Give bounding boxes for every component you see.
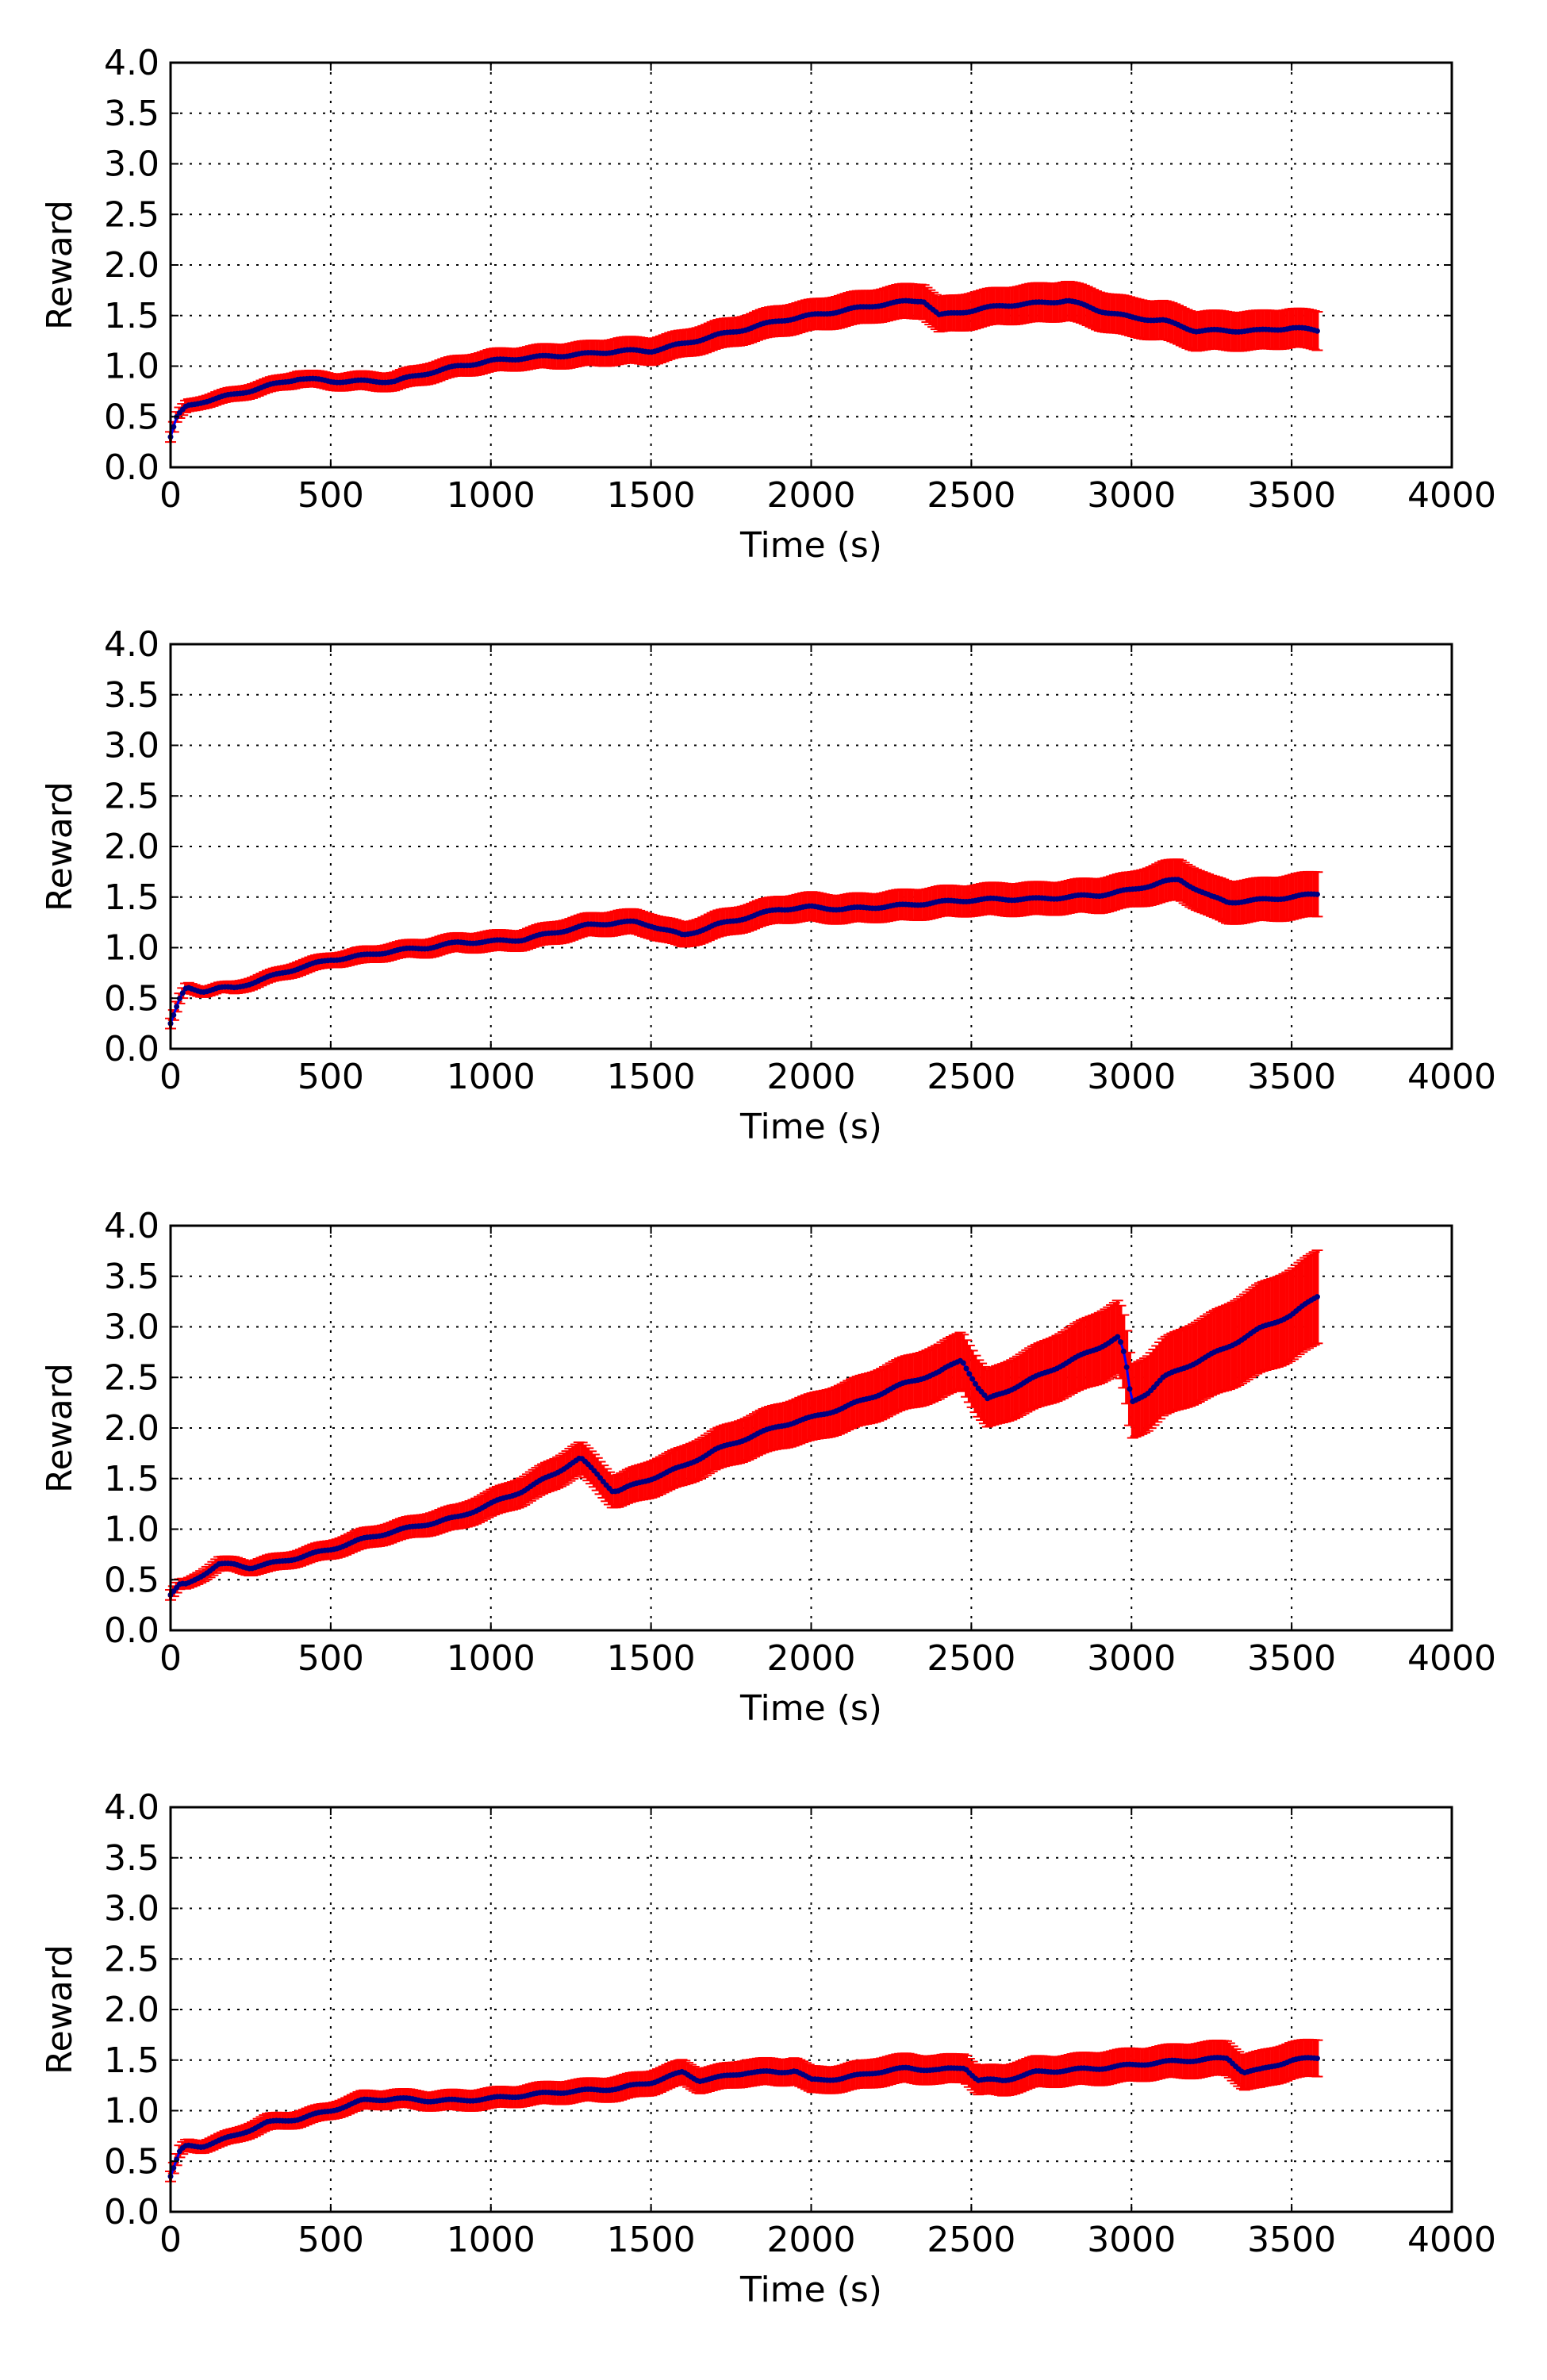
x-tick-label: 3000 xyxy=(1087,1638,1176,1679)
y-tick-label: 3.0 xyxy=(104,1307,159,1348)
data-point xyxy=(179,990,186,996)
chart-panel-1: 0 500 1000 1500 2000 2500 3000 3500 4000 0.0 0.5 1.… xyxy=(40,43,1496,566)
data-point xyxy=(171,1012,177,1018)
data-point xyxy=(1115,1334,1121,1340)
chart-panel-3: 0 500 1000 1500 2000 2500 3000 3500 4000 0.0 0.5 1.… xyxy=(40,1206,1496,1729)
data-point xyxy=(963,1365,969,1372)
x-tick-label: 0 xyxy=(159,1638,182,1679)
y-tick-label: 0.5 xyxy=(104,397,159,437)
y-tick-label: 2.5 xyxy=(104,194,159,235)
x-tick-label: 4000 xyxy=(1407,475,1496,516)
x-tick-label: 1500 xyxy=(607,1057,696,1097)
data-point xyxy=(1123,1364,1130,1370)
x-tick-label: 4000 xyxy=(1407,1057,1496,1097)
y-axis-label: Reward xyxy=(40,781,80,912)
data-point xyxy=(1314,328,1320,334)
x-tick-label: 500 xyxy=(298,1638,364,1679)
y-tick-label: 4.0 xyxy=(104,1206,159,1246)
y-tick-label: 4.0 xyxy=(104,43,159,83)
y-tick-label: 1.5 xyxy=(104,296,159,336)
y-tick-label: 3.0 xyxy=(104,144,159,185)
x-tick-label: 2500 xyxy=(927,1638,1015,1679)
data-point xyxy=(597,1475,604,1481)
x-tick-label: 500 xyxy=(298,475,364,516)
y-tick-label: 3.0 xyxy=(104,726,159,766)
y-tick-label: 0.5 xyxy=(104,1560,159,1600)
x-tick-label: 3500 xyxy=(1247,475,1336,516)
x-tick-label: 1000 xyxy=(447,1057,536,1097)
x-axis-label: Time (s) xyxy=(739,525,882,566)
y-tick-label: 3.5 xyxy=(104,94,159,134)
x-tick-label: 3000 xyxy=(1087,475,1176,516)
chart-panel-4: 0 500 1000 1500 2000 2500 3000 3500 40000.00.51.… xyxy=(40,1787,1496,2310)
x-tick-label: 1500 xyxy=(607,475,696,516)
y-tick-label: 2.0 xyxy=(104,1408,159,1449)
x-tick-label: 1000 xyxy=(447,1638,536,1679)
y-tick-label: 2.0 xyxy=(104,245,159,286)
data-point xyxy=(1314,1294,1320,1300)
data-point xyxy=(966,1371,973,1377)
data-point xyxy=(960,1360,966,1366)
error-bars xyxy=(165,280,1323,443)
data-point xyxy=(1118,1339,1124,1345)
y-tick-label: 1.5 xyxy=(104,877,159,918)
x-tick-label: 3500 xyxy=(1247,1057,1336,1097)
y-tick-label: 4.0 xyxy=(104,624,159,665)
data-point xyxy=(1127,1386,1133,1392)
data-point xyxy=(171,424,177,430)
x-axis-label: Time (s) xyxy=(739,1107,882,1147)
y-tick-label: 0.0 xyxy=(104,447,159,488)
chart-panel-2: 0 500 1000 1500 2000 2500 3000 3500 4000 0.0 0.5 1.… xyxy=(40,624,1496,1147)
data-point xyxy=(176,996,182,1002)
y-tick-label: 1.0 xyxy=(104,1510,159,1550)
data-point xyxy=(174,1004,180,1010)
data-point xyxy=(1314,891,1320,897)
y-tick-label: 1.5 xyxy=(104,1459,159,1499)
series-markers xyxy=(167,877,1320,1027)
y-axis-label: Reward xyxy=(40,1363,80,1493)
y-tick-label: 2.0 xyxy=(104,827,159,867)
x-tick-label: 3500 xyxy=(1247,1638,1336,1679)
x-axis-label: Time (s) xyxy=(739,1688,882,1729)
x-tick-label: 2000 xyxy=(767,1638,856,1679)
x-tick-label: 0 xyxy=(159,475,182,516)
series-markers xyxy=(167,1294,1320,1598)
x-tick-label: 3000 xyxy=(1087,1057,1176,1097)
y-axis-label: Reward xyxy=(40,200,80,330)
x-tick-label: 4000 xyxy=(1407,1638,1496,1679)
y-tick-label: 0.0 xyxy=(104,1029,159,1069)
x-tick-label: 2000 xyxy=(767,475,856,516)
x-tick-label: 500 xyxy=(298,1057,364,1097)
y-tick-label: 0.5 xyxy=(104,978,159,1019)
y-tick-label: 2.5 xyxy=(104,1357,159,1398)
series-markers xyxy=(167,298,1320,440)
data-point xyxy=(969,1376,976,1382)
data-point xyxy=(594,1471,601,1477)
x-tick-label: 0 xyxy=(159,1057,182,1097)
x-tick-label: 1000 xyxy=(447,475,536,516)
x-tick-label: 2000 xyxy=(767,1057,856,1097)
data-point xyxy=(1120,1348,1127,1354)
data-point xyxy=(972,1380,978,1387)
x-tick-label: 2500 xyxy=(927,475,1015,516)
y-tick-label: 3.5 xyxy=(104,675,159,716)
y-tick-label: 1.0 xyxy=(104,347,159,387)
y-tick-label: 0.0 xyxy=(104,1610,159,1651)
y-tick-label: 3.5 xyxy=(104,1257,159,1297)
y-tick-label: 1.0 xyxy=(104,928,159,969)
x-tick-label: 1500 xyxy=(607,1638,696,1679)
x-tick-label: 2500 xyxy=(927,1057,1015,1097)
y-tick-label: 2.5 xyxy=(104,776,159,816)
